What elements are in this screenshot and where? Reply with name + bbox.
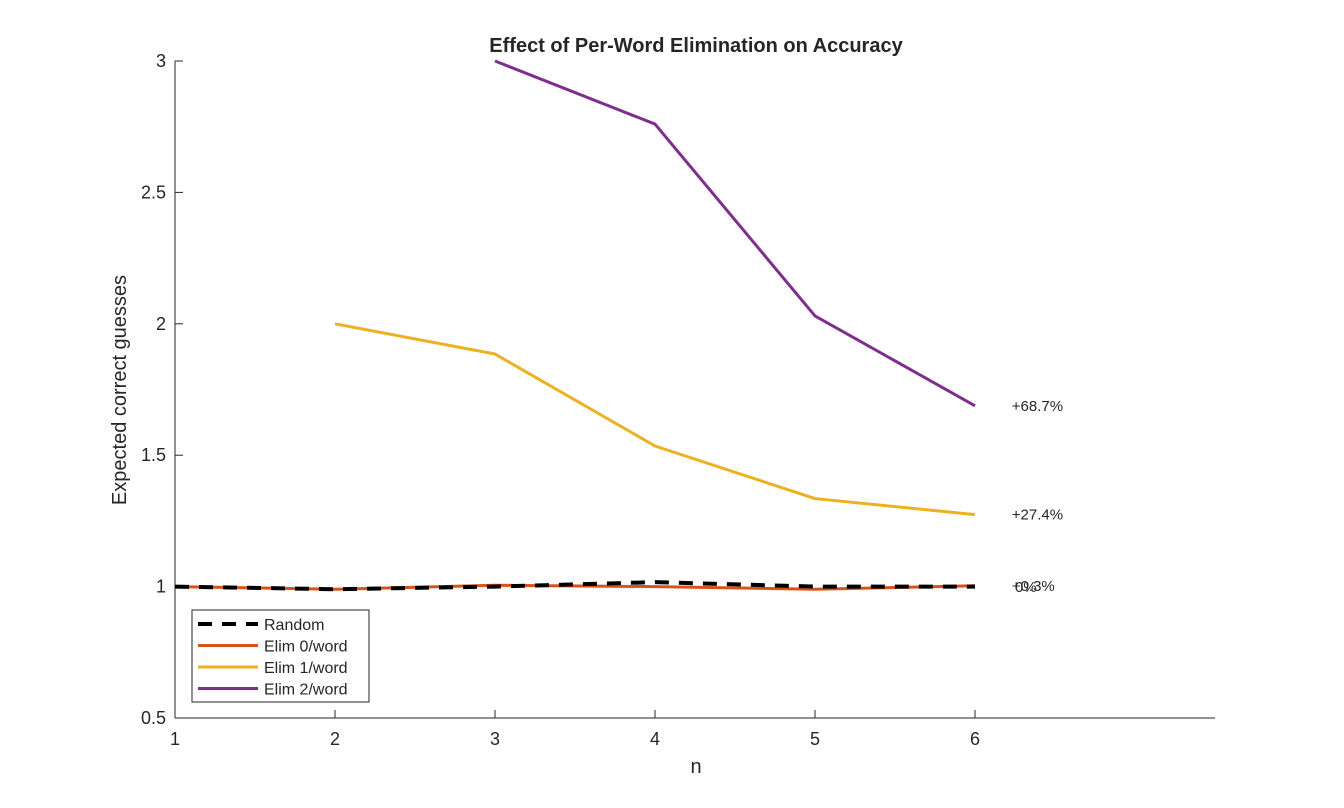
- legend-label: Random: [264, 617, 324, 634]
- annotation-label: +27.4%: [1012, 507, 1063, 524]
- annotations: +68.7%+27.4%+0.3%0%: [1012, 398, 1063, 596]
- y-tick-label: 2: [156, 314, 166, 334]
- y-axis-label: Expected correct guesses: [109, 275, 131, 505]
- y-tick-label: 1.5: [141, 445, 166, 465]
- x-tick-label: 4: [650, 729, 660, 749]
- y-tick-label: 3: [156, 51, 166, 71]
- x-axis-label: n: [690, 756, 701, 778]
- chart-title: Effect of Per-Word Elimination on Accura…: [489, 35, 903, 57]
- y-tick-label: 1: [156, 577, 166, 597]
- x-tick-label: 5: [810, 729, 820, 749]
- y-tick-label: 2.5: [141, 182, 166, 202]
- legend-label: Elim 1/word: [264, 660, 348, 677]
- y-tick-label: 0.5: [141, 708, 166, 728]
- x-tick-label: 6: [970, 729, 980, 749]
- legend-label: Elim 2/word: [264, 682, 348, 699]
- x-tick-label: 1: [170, 729, 180, 749]
- series-layer: [175, 61, 975, 589]
- x-tick-label: 2: [330, 729, 340, 749]
- legend-label: Elim 0/word: [264, 639, 348, 656]
- annotation-label: +68.7%: [1012, 398, 1063, 415]
- series-line-elim-2-word: [495, 61, 975, 406]
- legend: Random Elim 0/word Elim 1/word Elim 2/word: [192, 610, 369, 702]
- annotation-label: 0%: [1015, 579, 1037, 596]
- x-tick-label: 3: [490, 729, 500, 749]
